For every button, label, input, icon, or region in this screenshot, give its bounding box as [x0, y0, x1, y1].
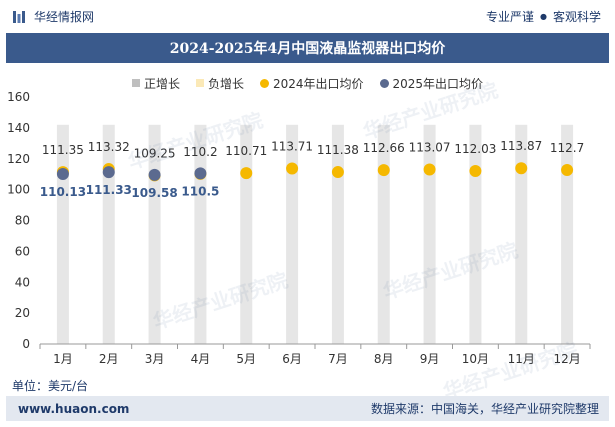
y-tick-label: 0 — [22, 337, 30, 351]
legend-negative-swatch-icon — [195, 79, 204, 87]
point-2025 — [148, 168, 161, 181]
data-label-2024: 111.35 — [42, 143, 84, 157]
point-2024 — [515, 162, 528, 175]
background-bar — [194, 124, 207, 344]
data-label-2024: 110.2 — [183, 145, 217, 159]
data-label-2024: 113.07 — [409, 140, 451, 154]
legend-item-positive[interactable]: 正增长 — [131, 75, 180, 92]
background-bar — [240, 124, 253, 344]
x-tick-label: 1月 — [53, 352, 73, 366]
data-label-2025: 111.33 — [86, 183, 132, 197]
y-tick-label: 40 — [15, 275, 30, 289]
legend-label: 2025年出口均价 — [392, 76, 484, 91]
legend-item-negative[interactable]: 负增长 — [195, 75, 244, 92]
background-bar — [561, 124, 574, 344]
data-label-2024: 110.71 — [225, 144, 267, 158]
y-tick-label: 160 — [7, 90, 30, 104]
point-2024 — [331, 166, 344, 179]
data-label-2024: 113.71 — [271, 139, 313, 153]
legend-item-2025[interactable]: 2025年出口均价 — [379, 75, 484, 92]
x-tick-label: 4月 — [191, 352, 211, 366]
tag-professional: 专业严谨 — [485, 10, 534, 24]
x-tick-label: 12月 — [553, 352, 580, 366]
background-bar — [423, 124, 436, 344]
y-tick-label: 60 — [15, 244, 30, 258]
background-bar — [469, 124, 482, 344]
legend-item-2024[interactable]: 2024年出口均价 — [259, 75, 364, 92]
data-label-2025: 110.13 — [40, 185, 86, 199]
y-tick-label: 140 — [7, 121, 30, 135]
chart-legend: 正增长 负增长 2024年出口均价 2025年出口均价 — [0, 72, 615, 94]
x-tick-label: 10月 — [462, 352, 489, 366]
background-bar — [515, 124, 528, 344]
brand-name: 华经情报网 — [34, 10, 95, 24]
brand-logo-icon — [13, 10, 25, 23]
data-label-2024: 112.03 — [454, 142, 496, 156]
legend-2025-dot-icon — [379, 78, 389, 88]
tag-objective: 客观科学 — [552, 10, 601, 24]
bullet-separator-icon: ● — [540, 12, 547, 21]
x-tick-label: 7月 — [328, 352, 348, 366]
background-bar — [286, 124, 299, 344]
x-tick-label: 11月 — [508, 352, 535, 366]
x-tick-label: 3月 — [145, 352, 165, 366]
legend-label: 负增长 — [207, 76, 244, 91]
x-tick-label: 8月 — [374, 352, 394, 366]
x-tick-label: 9月 — [420, 352, 440, 366]
legend-label: 正增长 — [143, 76, 180, 91]
point-2024 — [469, 165, 482, 178]
point-2024 — [377, 164, 390, 177]
point-2025 — [194, 167, 207, 180]
chart-title-bar: 2024-2025年4月中国液晶监视器出口均价 — [6, 33, 609, 63]
footer-source: 数据来源：中国海关，华经产业研究院整理 — [370, 402, 599, 416]
point-2024 — [423, 163, 436, 176]
point-2024 — [286, 162, 299, 175]
x-tick-label: 5月 — [236, 352, 256, 366]
point-2025 — [102, 166, 115, 179]
background-bar — [102, 124, 115, 344]
y-tick-label: 80 — [15, 214, 30, 228]
brand-tags: 专业严谨 ● 客观科学 — [486, 8, 601, 25]
legend-2024-dot-icon — [259, 78, 269, 88]
x-tick-label: 2月 — [99, 352, 119, 366]
brand[interactable]: 华经情报网 — [12, 8, 94, 25]
y-tick-label: 20 — [15, 306, 30, 320]
legend-label: 2024年出口均价 — [272, 76, 364, 91]
footer-website-link[interactable]: www.huaon.com — [18, 401, 130, 416]
y-tick-label: 100 — [7, 183, 30, 197]
point-2025 — [56, 167, 69, 180]
background-bar — [56, 124, 69, 344]
data-label-2024: 111.38 — [317, 143, 359, 157]
top-bar: 华经情报网 专业严谨 ● 客观科学 — [0, 0, 615, 33]
footer: www.huaon.com 数据来源：中国海关，华经产业研究院整理 — [6, 396, 609, 421]
background-bar — [377, 124, 390, 344]
legend-positive-swatch-icon — [131, 79, 140, 87]
point-2024 — [240, 167, 253, 180]
point-2024 — [561, 164, 574, 177]
y-tick-label: 120 — [7, 152, 30, 166]
background-bar — [331, 124, 344, 344]
data-label-2024: 112.7 — [550, 141, 584, 155]
unit-label: 单位：美元/台 — [12, 379, 89, 393]
data-label-2024: 113.32 — [88, 140, 130, 154]
data-label-2024: 109.25 — [134, 146, 176, 160]
data-label-2024: 112.66 — [363, 141, 405, 155]
chart-title: 2024-2025年4月中国液晶监视器出口均价 — [169, 41, 446, 57]
data-label-2025: 109.58 — [131, 186, 177, 200]
data-label-2024: 113.87 — [500, 139, 542, 153]
x-tick-label: 6月 — [282, 352, 302, 366]
data-label-2025: 110.5 — [181, 184, 219, 198]
